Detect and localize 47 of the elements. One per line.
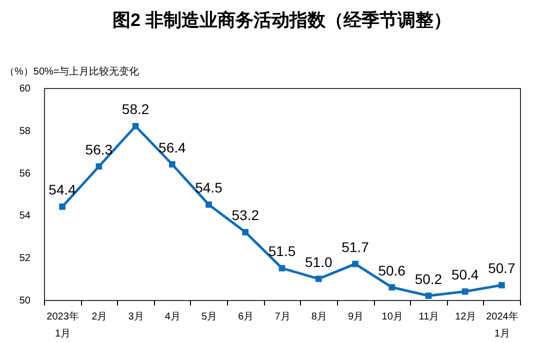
x-tick-label: 7月 (274, 312, 290, 322)
x-tick-label: 2月 (92, 312, 108, 322)
y-tick-label: 54 (19, 210, 31, 222)
y-tick-label: 56 (19, 168, 31, 180)
x-tick-label: 11月 (418, 312, 440, 322)
point (498, 282, 505, 288)
data-label: 58.2 (122, 101, 150, 118)
y-tick-label: 52 (19, 253, 31, 264)
point (462, 288, 468, 295)
x-tick-label: 2023年 1月 (46, 310, 79, 340)
x-tick-label: 5月 (201, 312, 218, 322)
y-axis-title: （%）50%=与上月比较无变化 (4, 66, 140, 78)
y-tick-label: 58 (19, 126, 31, 137)
x-tick-label: 10月 (382, 312, 403, 322)
point (425, 292, 432, 299)
data-label: 50.7 (488, 260, 516, 276)
point (315, 276, 322, 282)
x-tick-label: 12月 (455, 312, 476, 322)
data-label: 50.6 (378, 262, 406, 278)
x-tick-label: 8月 (311, 312, 327, 322)
point (388, 284, 396, 290)
point (278, 265, 286, 272)
point (242, 229, 249, 236)
x-tick-label: 2024年 1月 (486, 310, 518, 340)
x-tick-label: 3月 (128, 312, 144, 322)
data-label: 50.4 (451, 266, 479, 283)
data-label: 51.7 (342, 238, 370, 255)
data-label: 51.5 (268, 243, 296, 260)
data-label: 54.4 (48, 182, 76, 198)
data-label: 51.0 (304, 254, 332, 270)
x-tick-label: 9月 (348, 312, 364, 322)
data-label: 53.2 (232, 207, 260, 224)
data-label: 56.3 (85, 141, 113, 158)
y-tick-label: 50 (19, 296, 31, 306)
point (96, 163, 102, 170)
data-label: 50.2 (414, 270, 442, 287)
chart-title: 图2 非制造业商务活动指数（经季节调整） (112, 10, 452, 30)
point (59, 204, 66, 210)
x-tick-label: 4月 (164, 312, 180, 322)
y-tick-label: 60 (19, 84, 31, 94)
point (168, 161, 176, 168)
data-label: 56.4 (158, 139, 186, 156)
x-tick-label: 6月 (238, 312, 254, 322)
point (132, 123, 139, 130)
point (206, 201, 212, 208)
point (352, 260, 358, 268)
data-label: 54.5 (195, 180, 223, 196)
